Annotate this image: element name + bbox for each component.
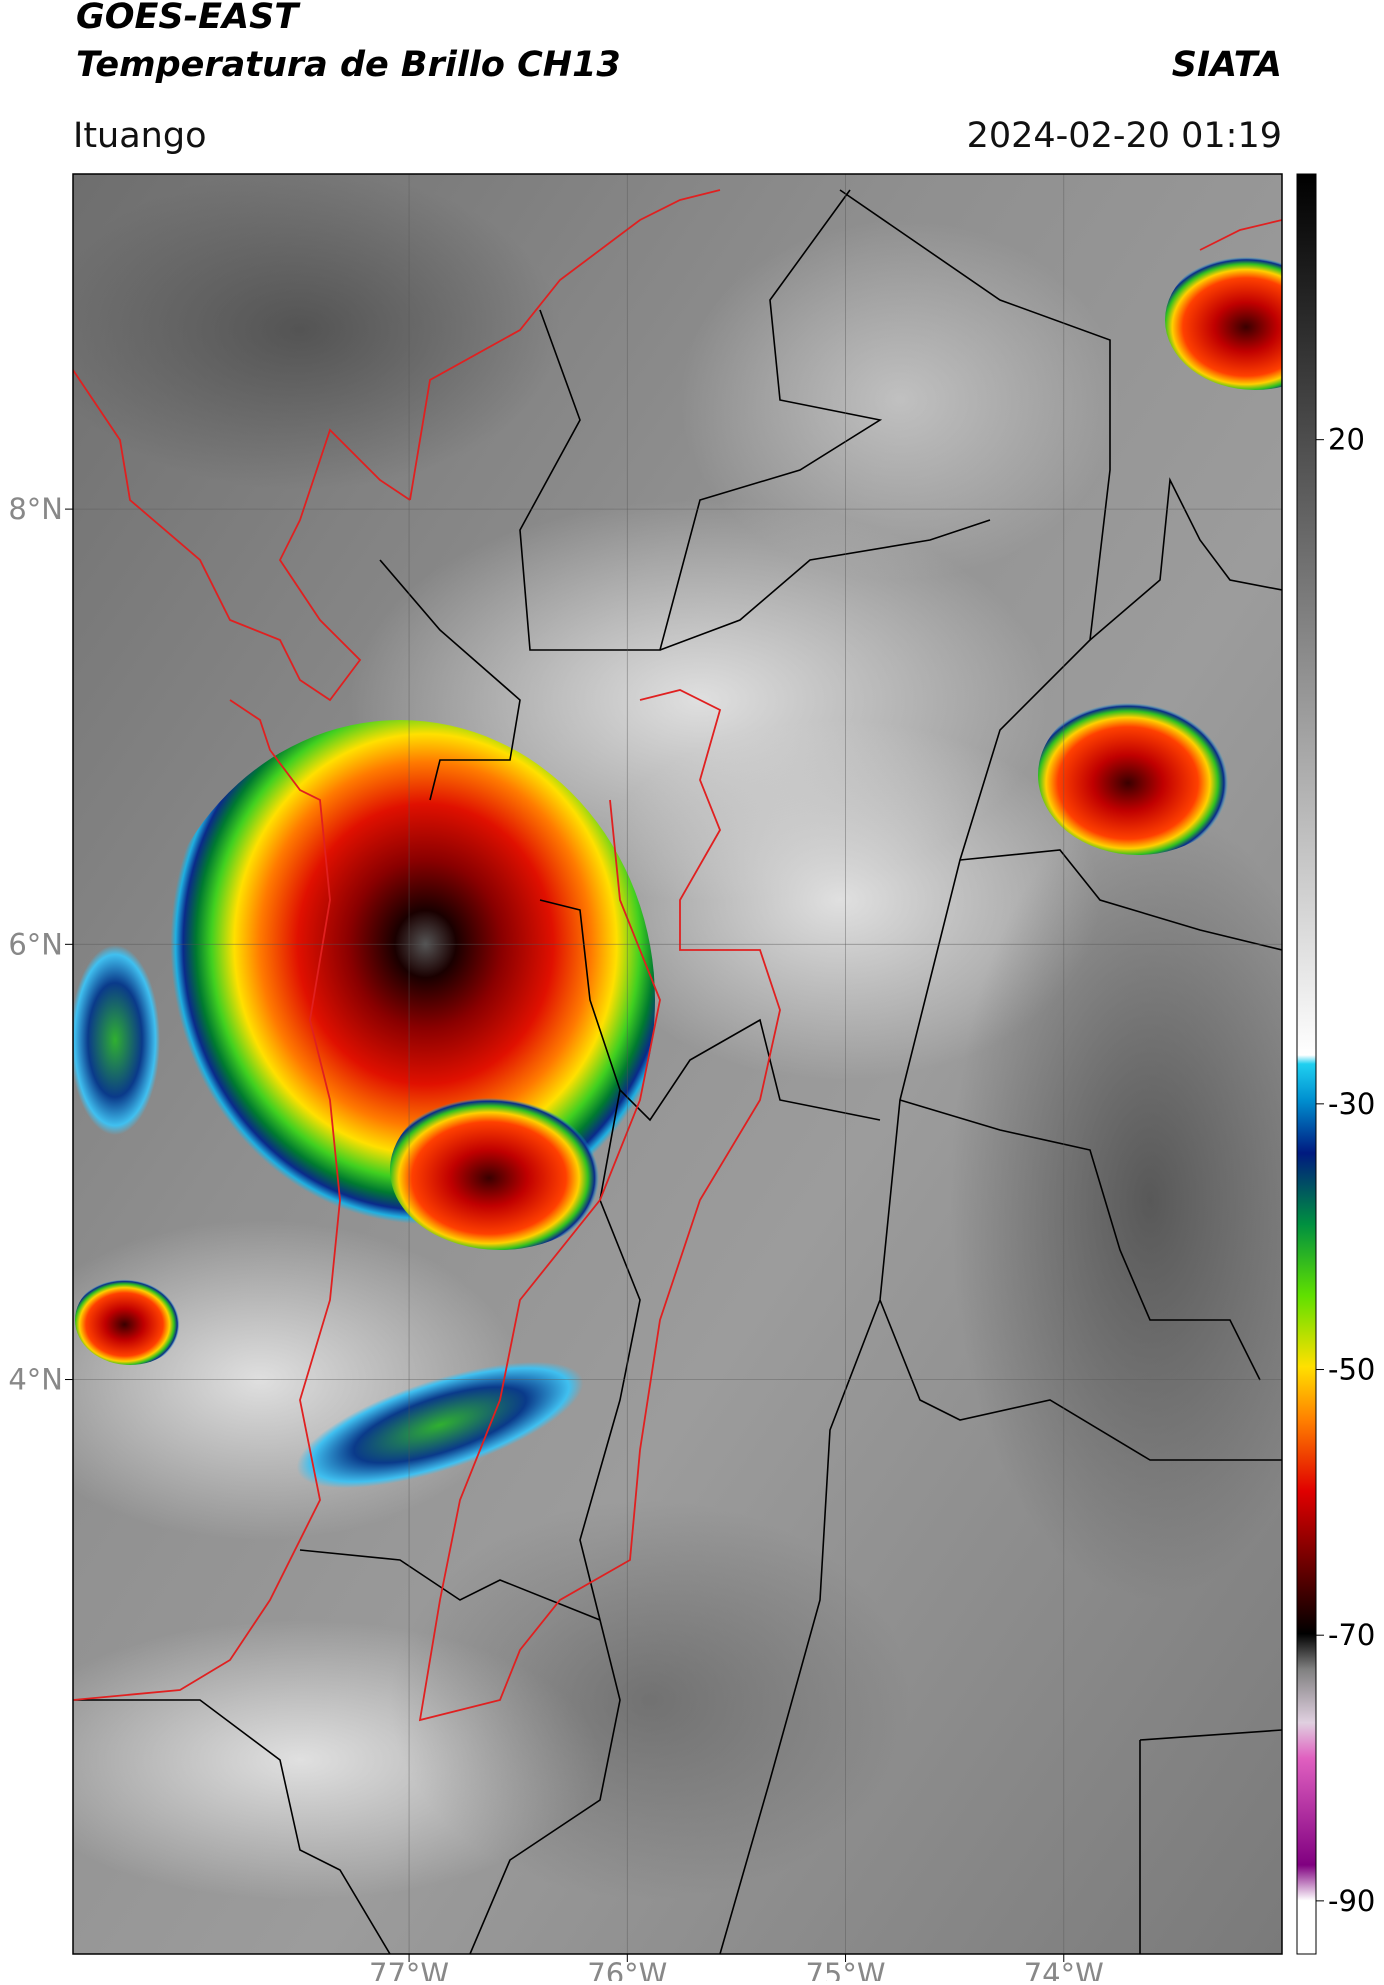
location: Ituango <box>73 116 207 156</box>
satellite-image <box>73 174 1282 1954</box>
colorbar-tick-label: -70 <box>1328 1618 1375 1652</box>
title-line1: GOES-EAST <box>76 0 301 37</box>
colorbar-tick-label: -50 <box>1328 1353 1375 1387</box>
map-frame <box>72 173 1283 1955</box>
x-tick-label: 77°W <box>369 1957 449 1981</box>
y-tick-label: 6°N <box>8 927 63 961</box>
colorbar-tick-label: -90 <box>1328 1884 1375 1918</box>
y-tick-label: 8°N <box>8 492 63 526</box>
title-line2: Temperatura de Brillo CH13 <box>76 45 621 85</box>
datetime: 2024-02-20 01:19 <box>967 116 1282 156</box>
x-tick-label: 76°W <box>587 1957 667 1981</box>
x-tick-label: 74°W <box>1024 1957 1104 1981</box>
y-tick-label: 4°N <box>8 1363 63 1397</box>
colorbar-tick-label: -30 <box>1328 1087 1375 1121</box>
colorbar <box>1296 173 1317 1955</box>
x-tick-label: 75°W <box>805 1957 885 1981</box>
colorbar-tick-label: 20 <box>1328 423 1365 457</box>
organization: SIATA <box>1172 45 1282 85</box>
